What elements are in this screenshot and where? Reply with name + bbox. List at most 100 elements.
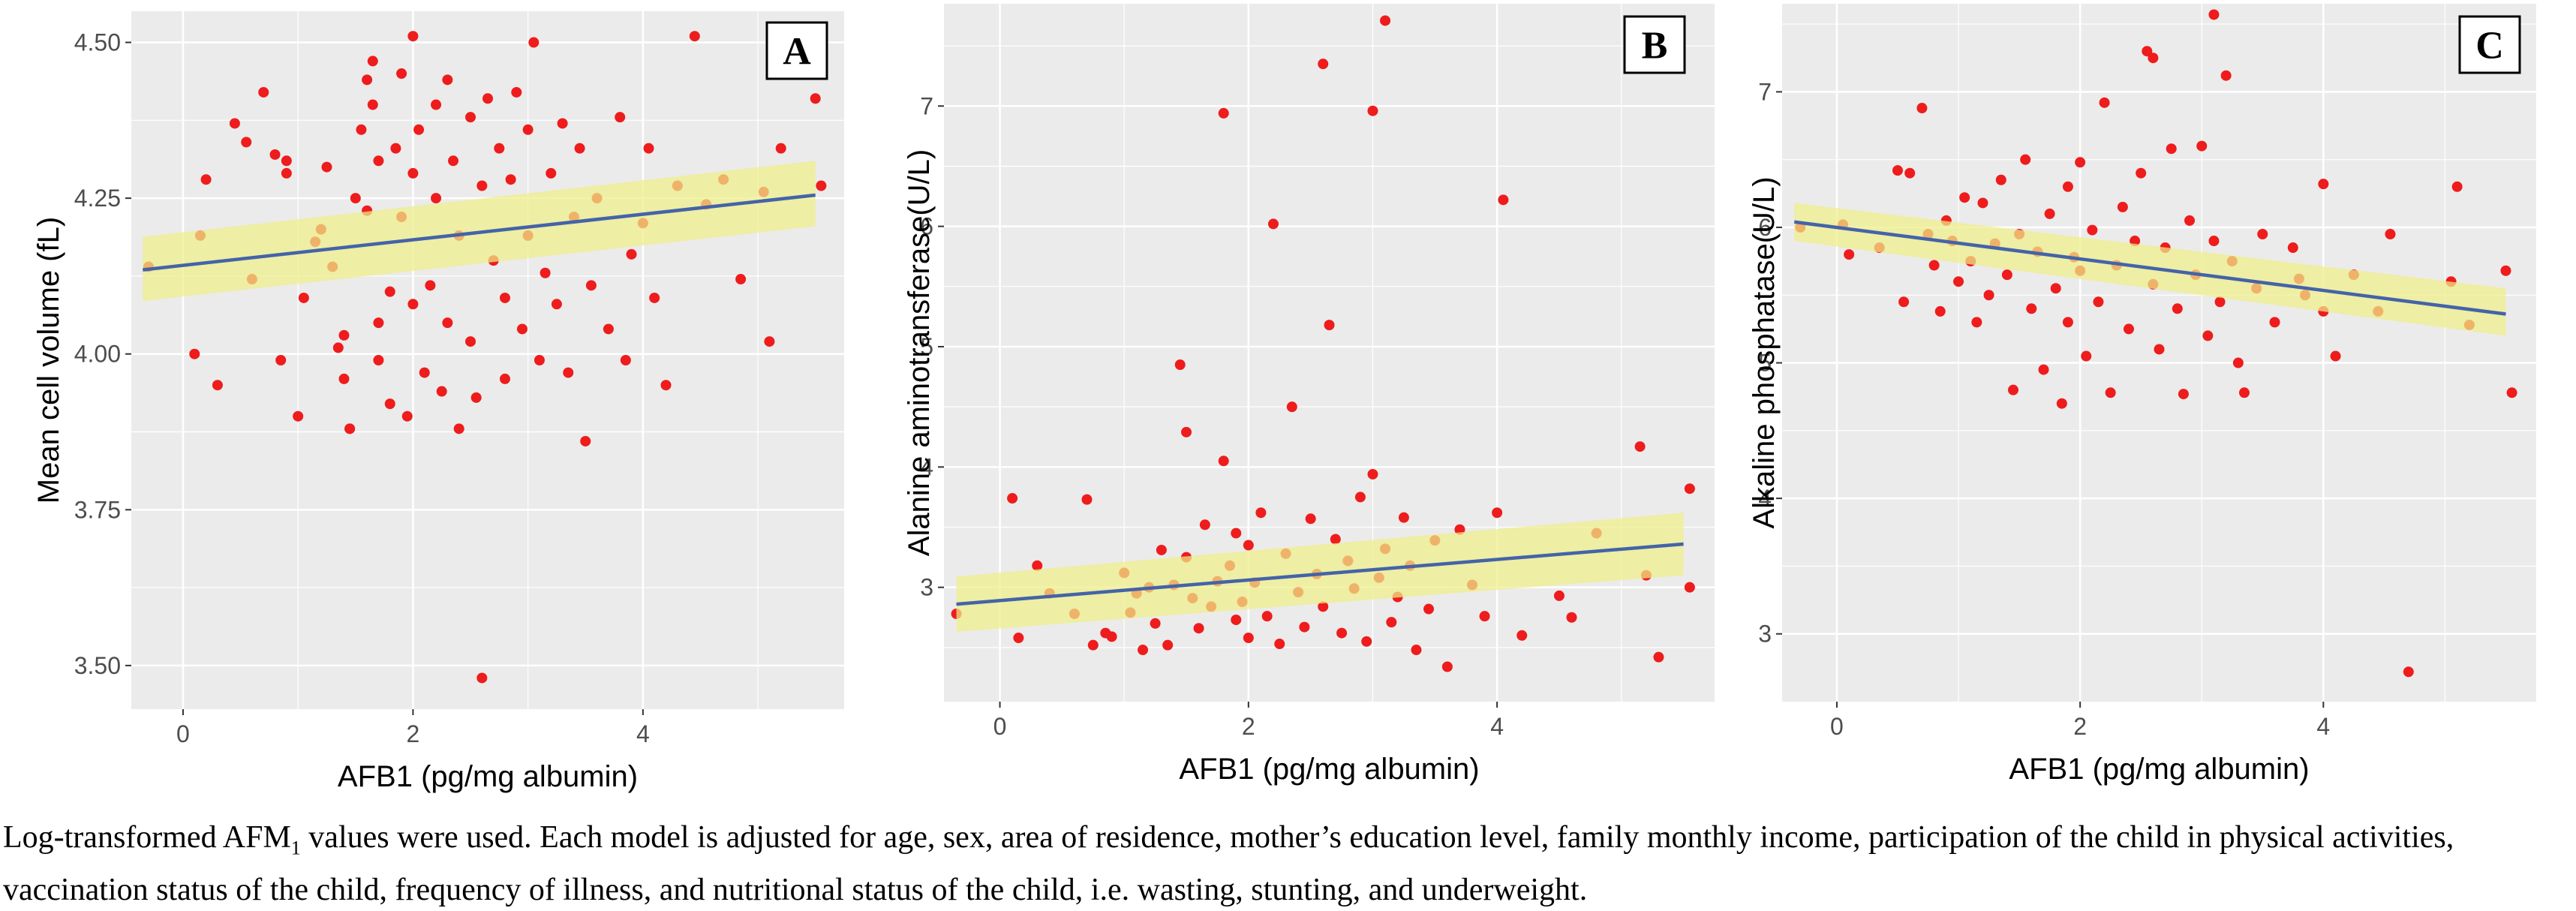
data-point	[580, 435, 591, 446]
data-point	[1898, 296, 1910, 308]
data-point	[1516, 630, 1528, 641]
data-point	[1904, 167, 1916, 179]
y-tick-label: 5	[920, 333, 933, 360]
y-tick-label: 3.50	[74, 652, 121, 679]
data-point	[511, 86, 522, 98]
x-axis-title: AFB1 (pg/mg albumin)	[338, 760, 638, 793]
y-axis-title: Alkaline phosphatase(U/L)	[1748, 176, 1781, 528]
data-point	[1411, 645, 1422, 656]
data-point	[470, 392, 482, 403]
y-tick-label: 7	[1758, 78, 1772, 105]
x-tick-label: 4	[2316, 713, 2330, 740]
regression-line	[1793, 220, 2506, 316]
y-axis-title: Mean cell volume (fL)	[32, 217, 65, 504]
y-tick-label: 3	[920, 574, 933, 601]
data-point	[574, 143, 585, 154]
data-point	[407, 167, 419, 179]
data-point	[2044, 208, 2055, 219]
data-point	[534, 355, 545, 365]
caption-subscript: 1	[290, 837, 301, 859]
data-point	[775, 143, 786, 154]
x-tick-label: 4	[1490, 713, 1504, 740]
data-point	[626, 248, 637, 260]
data-point	[2038, 364, 2049, 375]
data-point	[362, 74, 373, 86]
data-point	[1684, 582, 1695, 593]
data-point	[442, 74, 453, 86]
data-point	[281, 155, 292, 167]
data-point	[522, 124, 534, 135]
data-point	[212, 380, 223, 391]
data-point	[321, 161, 332, 173]
data-point	[1977, 197, 1988, 209]
data-point	[465, 112, 476, 123]
data-point	[2238, 387, 2250, 398]
chart-a-svg: 3.50 3.75 4.00 4.25 4.50 0 2 4 A AFB1 (pg/mg albu…	[32, 11, 844, 793]
data-point	[620, 355, 631, 365]
data-point	[356, 124, 367, 135]
chart-panel-c: 3 4 5 6 7 0 2 4 C AFB1 (pg/mg albumin) Alkaline ph…	[1741, 0, 2576, 807]
data-point	[281, 167, 292, 179]
data-point	[1231, 614, 1242, 625]
data-point	[1553, 590, 1565, 601]
data-point	[476, 672, 488, 684]
plot-background	[131, 11, 844, 709]
data-point	[338, 373, 350, 384]
data-point	[1684, 483, 1695, 495]
data-point	[1193, 623, 1204, 634]
x-tick-label: 2	[407, 720, 420, 747]
data-point	[2208, 236, 2220, 247]
panel-label-box	[765, 21, 828, 80]
data-point	[563, 367, 574, 378]
data-point	[1367, 468, 1378, 480]
data-point	[1243, 633, 1254, 644]
data-point	[528, 37, 540, 48]
data-point	[499, 373, 510, 384]
data-point	[482, 93, 493, 104]
data-point	[448, 155, 459, 167]
y-tick-label: 4	[1758, 485, 1772, 512]
data-point	[1479, 611, 1490, 622]
data-point	[2001, 269, 2012, 281]
y-tick-label: 4	[920, 453, 933, 480]
data-point	[1995, 174, 2006, 185]
data-point	[1492, 507, 1503, 519]
data-point	[557, 118, 568, 129]
data-point	[1330, 534, 1341, 545]
data-point	[603, 323, 614, 335]
x-tick-label: 2	[1242, 713, 1255, 740]
data-point	[2099, 97, 2110, 108]
data-point	[1255, 507, 1267, 519]
data-point	[1361, 636, 1372, 647]
data-point	[373, 155, 384, 167]
data-point	[1299, 621, 1310, 633]
data-point	[499, 292, 510, 303]
data-point	[407, 31, 419, 42]
data-point	[1267, 218, 1279, 230]
panel-label: A	[783, 31, 811, 74]
data-point	[2403, 666, 2414, 678]
data-point	[390, 143, 401, 154]
data-point	[2148, 53, 2159, 64]
data-point	[2136, 167, 2147, 179]
data-point	[2026, 303, 2037, 314]
data-point	[540, 267, 551, 278]
data-point	[551, 299, 562, 310]
data-point	[332, 342, 344, 353]
data-point	[298, 292, 309, 303]
data-point	[413, 124, 425, 135]
data-point	[401, 410, 413, 422]
data-point	[1081, 494, 1093, 505]
data-point	[2087, 224, 2098, 236]
data-point	[1032, 560, 1043, 571]
data-point	[1286, 401, 1297, 413]
data-point	[810, 93, 821, 104]
data-point	[2105, 387, 2116, 398]
data-point	[1354, 492, 1366, 503]
data-point	[2166, 143, 2177, 155]
data-point	[2172, 303, 2183, 314]
panel-label: B	[1642, 25, 1668, 68]
data-point	[1423, 603, 1435, 615]
data-point	[1181, 426, 1192, 437]
data-point	[1156, 544, 1167, 555]
